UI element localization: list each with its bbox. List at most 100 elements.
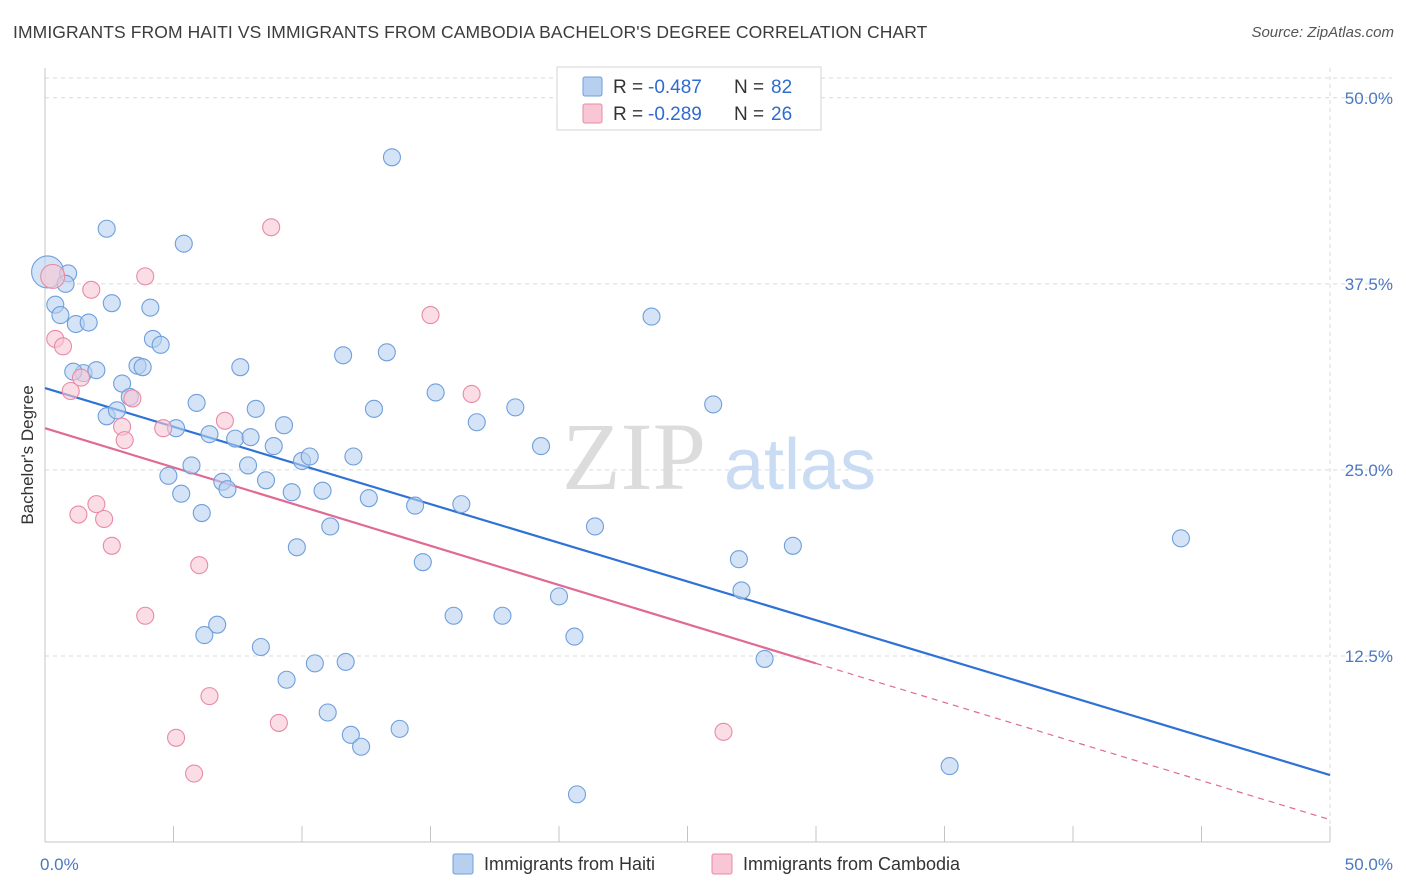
point-haiti bbox=[413, 553, 432, 572]
point-cambodia bbox=[123, 389, 142, 408]
point-haiti bbox=[359, 489, 378, 508]
y-tick-label: 25.0% bbox=[1345, 461, 1393, 480]
point-haiti bbox=[282, 483, 301, 502]
point-cambodia bbox=[167, 728, 186, 747]
watermark-atlas: atlas bbox=[724, 425, 876, 505]
point-haiti bbox=[352, 737, 371, 756]
point-haiti bbox=[192, 503, 211, 523]
point-haiti bbox=[493, 606, 512, 625]
point-haiti bbox=[159, 466, 178, 485]
points-haiti bbox=[31, 148, 1190, 804]
y-tick-label: 50.0% bbox=[1345, 89, 1393, 108]
point-haiti bbox=[277, 670, 296, 689]
point-haiti bbox=[426, 383, 445, 402]
legend-n-cambodia: 26 bbox=[771, 104, 792, 125]
points-cambodia bbox=[40, 218, 733, 783]
point-haiti bbox=[444, 606, 463, 625]
point-haiti bbox=[218, 480, 237, 499]
point-haiti bbox=[344, 447, 363, 466]
point-haiti bbox=[287, 538, 306, 557]
legend: R = -0.487 N = 82 R = -0.289 N = 26 bbox=[556, 66, 822, 131]
point-haiti bbox=[238, 456, 258, 475]
point-cambodia bbox=[136, 267, 155, 286]
bottom-legend-swatch-haiti bbox=[452, 853, 474, 875]
point-haiti bbox=[341, 725, 360, 744]
point-haiti bbox=[187, 393, 206, 412]
point-cambodia bbox=[136, 606, 155, 625]
point-haiti bbox=[642, 307, 661, 326]
legend-r-haiti: -0.487 bbox=[648, 77, 702, 98]
bottom-legend-label-cambodia: Immigrants from Cambodia bbox=[743, 854, 961, 874]
axes bbox=[44, 68, 1331, 843]
trendline-haiti bbox=[44, 386, 1331, 777]
point-haiti bbox=[51, 306, 70, 325]
point-cambodia bbox=[82, 280, 101, 299]
point-haiti bbox=[549, 587, 569, 606]
point-cambodia bbox=[87, 495, 106, 514]
point-haiti bbox=[732, 581, 751, 600]
point-haiti bbox=[313, 481, 332, 500]
legend-n-haiti: 82 bbox=[771, 77, 792, 98]
point-cambodia bbox=[269, 713, 288, 732]
legend-r-label-cambodia: R = bbox=[613, 104, 643, 125]
point-haiti bbox=[133, 358, 152, 377]
point-cambodia bbox=[61, 381, 80, 401]
legend-r-label-haiti: R = bbox=[613, 77, 643, 98]
chart-source: Source: ZipAtlas.com bbox=[1251, 24, 1394, 41]
x-tick-labels: 0.0% 50.0% bbox=[40, 855, 1393, 874]
point-haiti bbox=[264, 437, 283, 456]
point-haiti bbox=[195, 626, 214, 645]
y-axis-label: Bachelor's Degree bbox=[18, 385, 37, 524]
point-haiti bbox=[305, 654, 324, 673]
point-haiti bbox=[506, 398, 525, 417]
trendline-cambodia-extension bbox=[815, 662, 1331, 821]
point-cambodia bbox=[262, 218, 281, 237]
point-haiti bbox=[452, 495, 471, 514]
point-haiti bbox=[200, 425, 219, 444]
point-cambodia bbox=[190, 556, 209, 575]
point-haiti bbox=[755, 649, 774, 668]
y-tick-labels: 12.5% 25.0% 37.5% 50.0% bbox=[1345, 89, 1393, 666]
point-haiti bbox=[172, 484, 191, 503]
point-cambodia bbox=[421, 306, 440, 325]
point-cambodia bbox=[154, 419, 173, 438]
bottom-legend-label-haiti: Immigrants from Haiti bbox=[484, 854, 655, 874]
point-haiti bbox=[256, 471, 276, 490]
trendline-cambodia bbox=[44, 427, 817, 665]
point-haiti bbox=[246, 399, 265, 418]
point-haiti bbox=[226, 429, 245, 448]
point-haiti bbox=[940, 757, 959, 776]
legend-n-label-cambodia: N = bbox=[734, 104, 764, 125]
point-haiti bbox=[783, 536, 802, 555]
point-haiti bbox=[406, 496, 425, 515]
point-cambodia bbox=[200, 687, 219, 706]
point-haiti bbox=[102, 294, 121, 313]
chart-title: IMMIGRANTS FROM HAITI VS IMMIGRANTS FROM… bbox=[13, 22, 928, 42]
point-haiti bbox=[531, 437, 551, 456]
point-cambodia bbox=[53, 337, 73, 356]
bottom-legend: Immigrants from Haiti Immigrants from Ca… bbox=[452, 853, 961, 875]
point-haiti bbox=[107, 401, 127, 420]
point-cambodia bbox=[462, 384, 481, 404]
point-haiti bbox=[97, 219, 116, 238]
point-haiti bbox=[87, 361, 106, 380]
point-haiti bbox=[567, 785, 587, 804]
point-haiti bbox=[565, 627, 584, 646]
point-cambodia bbox=[102, 536, 121, 555]
point-haiti bbox=[729, 550, 748, 569]
point-cambodia bbox=[40, 263, 66, 289]
y-tick-label: 12.5% bbox=[1345, 647, 1393, 666]
point-haiti bbox=[377, 343, 396, 362]
point-cambodia bbox=[71, 368, 91, 387]
point-cambodia bbox=[69, 505, 88, 524]
point-haiti bbox=[300, 447, 319, 466]
point-haiti bbox=[390, 719, 409, 738]
point-haiti bbox=[79, 313, 98, 332]
watermark-zip: ZIP bbox=[562, 403, 706, 510]
bottom-legend-swatch-cambodia bbox=[711, 853, 733, 875]
legend-r-cambodia: -0.289 bbox=[648, 104, 702, 125]
point-haiti bbox=[113, 374, 132, 393]
point-haiti bbox=[274, 416, 294, 435]
point-cambodia bbox=[215, 411, 234, 430]
